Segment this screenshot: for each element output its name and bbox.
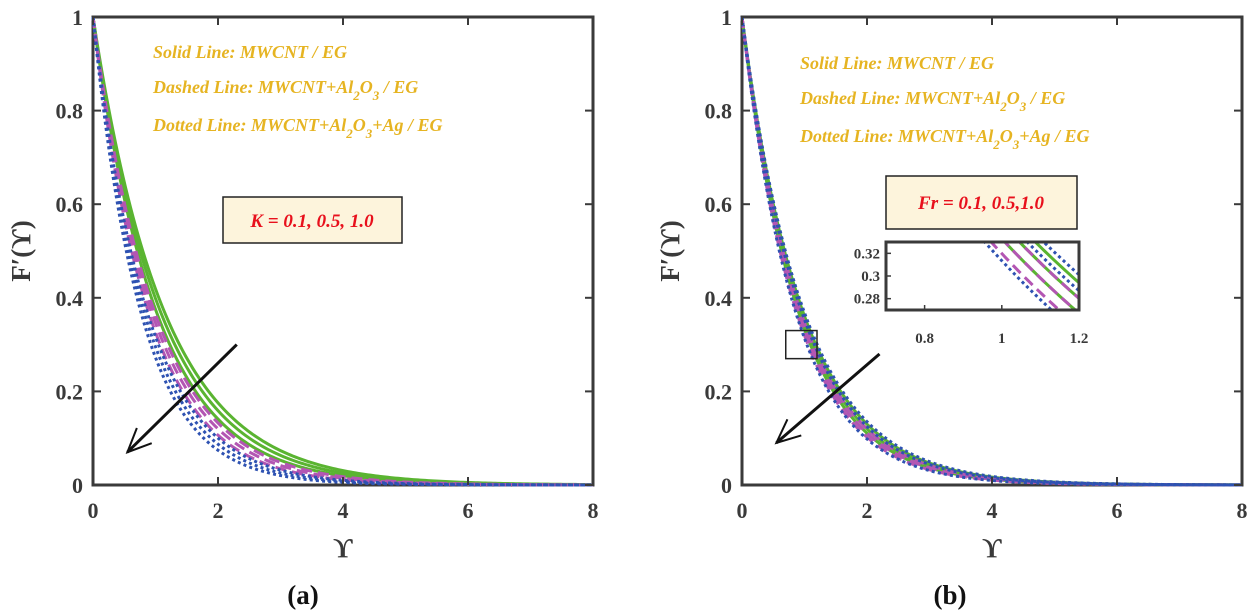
panel-b-sublabel: (b) xyxy=(934,580,967,610)
panel-b-inset-y-tick-label: 0.28 xyxy=(854,292,880,308)
panel-b-y-axis-label: F′(ϒ) xyxy=(655,220,685,282)
panel-b-inset-x-tick-label: 1.2 xyxy=(1070,331,1089,347)
panel-a-x-tick-label: 2 xyxy=(213,498,224,523)
panel-a-parameter-label: K = 0.1, 0.5, 1.0 xyxy=(249,211,374,232)
panel-a-y-tick-label: 0.6 xyxy=(56,192,84,217)
panel-a-parameter-box: K = 0.1, 0.5, 1.0 xyxy=(222,196,403,244)
panel-b-x-axis-label: ϒ xyxy=(982,533,1002,563)
panel-a-legend-solid: Solid Line: MWCNT / EG xyxy=(153,42,347,62)
panel-a-y-ticks: 0 0.2 0.4 0.6 0.8 1 xyxy=(56,5,593,498)
panel-b-inset-solid-line-3 xyxy=(1002,242,1078,310)
panel-b-y-tick-label: 0 xyxy=(721,473,732,498)
panel-b-inset-x-tick-label: 0.8 xyxy=(915,331,934,347)
panel-b-inset: 0.8 1 1.2 0.28 0.3 0.32 xyxy=(854,240,1089,347)
panel-a-x-axis-label: ϒ xyxy=(333,533,353,563)
panel-a-legend-dashed: Dashed Line: MWCNT+Al2O3 / EG xyxy=(152,77,418,103)
panel-a-y-tick-label: 0 xyxy=(72,473,83,498)
panel-b-x-ticks: 0 2 4 6 8 xyxy=(737,17,1248,523)
panel-a-parameter-box-frame xyxy=(222,196,403,244)
panel-a-x-tick-label: 4 xyxy=(338,498,349,523)
panel-b-parameter-box-frame xyxy=(885,175,1078,230)
panel-b-inset-solid-line-2 xyxy=(1017,242,1079,300)
panel-a-y-tick-label: 0.8 xyxy=(56,99,84,124)
panel-b-arrow-shaft xyxy=(775,352,881,445)
panel-b-parameter-box: Fr = 0.1, 0.5,1.0 xyxy=(885,175,1078,230)
panel-b-y-ticks: 0 0.2 0.4 0.6 0.8 1 xyxy=(705,5,1242,498)
panel-a-x-tick-label: 8 xyxy=(588,498,599,523)
panel-b-y-tick-label: 0.2 xyxy=(705,379,733,404)
panel-a-frame xyxy=(91,15,595,487)
panel-a-y-tick-label: 1 xyxy=(72,5,83,30)
panel-a-dotted-line-2 xyxy=(91,16,593,487)
panel-a-x-tick-label: 6 xyxy=(463,498,474,523)
panel-a-legend-dotted: Dotted Line: MWCNT+Al2O3+Ag / EG xyxy=(152,115,443,141)
panel-b-dotted-line-1 xyxy=(740,16,1242,487)
panel-a-y-axis-label: F′(ϒ) xyxy=(6,220,36,282)
panel-b-legend: Solid Line: MWCNT / EG Dashed Line: MWCN… xyxy=(799,53,1090,152)
panel-b-x-tick-label: 8 xyxy=(1237,498,1248,523)
panel-b-zoom-rectangle xyxy=(785,329,818,360)
panel-b-dotted-line-3 xyxy=(740,16,1243,487)
panel-a-trend-arrow xyxy=(125,343,238,454)
panel-b-legend-dashed: Dashed Line: MWCNT+Al2O3 / EG xyxy=(799,88,1065,114)
panel-b-legend-dotted: Dotted Line: MWCNT+Al2O3+Ag / EG xyxy=(799,126,1090,152)
panel-b-inset-x-tick-label: 1 xyxy=(998,331,1006,347)
panel-b-inset-y-tick-label: 0.3 xyxy=(861,269,880,285)
panel-b-x-tick-label: 2 xyxy=(862,498,873,523)
panel-b-x-tick-label: 6 xyxy=(1112,498,1123,523)
panel-b-y-tick-label: 0.4 xyxy=(705,286,733,311)
panel-a: 0 2 4 6 8 0 0.2 0.4 0.6 0.8 1 Solid Line: MWCNT /… xyxy=(6,5,599,610)
panel-b-x-tick-label: 4 xyxy=(987,498,998,523)
panel-a-legend: Solid Line: MWCNT / EG Dashed Line: MWCN… xyxy=(152,42,443,141)
panel-a-y-tick-label: 0.2 xyxy=(56,379,84,404)
panel-b-x-tick-label: 0 xyxy=(737,498,748,523)
panel-b-arrow-head xyxy=(774,418,802,445)
panel-b-zoom-region xyxy=(785,329,818,360)
panel-b-inset-solid-line-1 xyxy=(1033,242,1079,284)
panel-b-inset-curves xyxy=(982,242,1079,310)
panel-b-inset-dotted-line-1 xyxy=(1041,242,1079,276)
panel-b-y-tick-label: 0.8 xyxy=(705,99,733,124)
panel-b-parameter-label: Fr = 0.1, 0.5,1.0 xyxy=(917,193,1044,214)
panel-b-legend-solid: Solid Line: MWCNT / EG xyxy=(800,53,994,73)
panel-a-y-tick-label: 0.4 xyxy=(56,286,84,311)
panel-a-x-tick-label: 0 xyxy=(88,498,99,523)
panel-a-x-ticks: 0 2 4 6 8 xyxy=(88,17,599,523)
panel-a-sublabel: (a) xyxy=(287,580,318,610)
panel-b-trend-arrow xyxy=(774,352,881,445)
panel-a-arrow-head xyxy=(125,427,153,454)
panel-b-inset-y-tick-label: 0.32 xyxy=(854,246,880,262)
panel-a-arrow-shaft xyxy=(126,343,238,454)
panel-b-inset-background xyxy=(886,242,1079,310)
panel-b: 0 2 4 6 8 0 0.2 0.4 0.6 0.8 1 Solid Line: MWCNT /… xyxy=(655,5,1248,610)
panel-b-y-tick-label: 0.6 xyxy=(705,192,733,217)
panel-b-y-tick-label: 1 xyxy=(721,5,732,30)
